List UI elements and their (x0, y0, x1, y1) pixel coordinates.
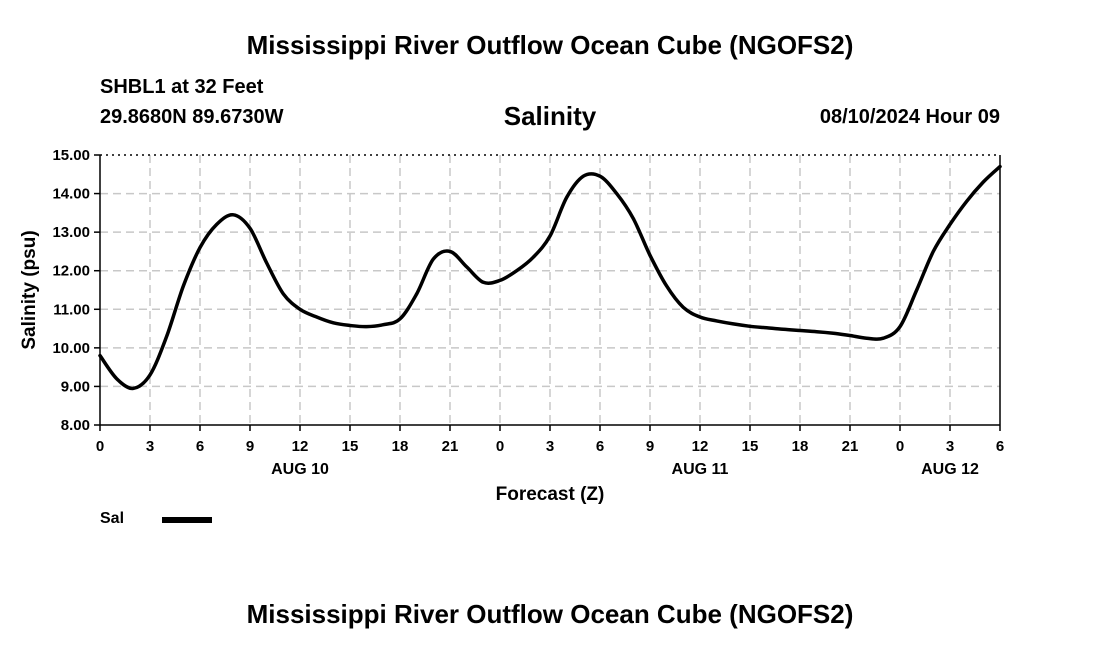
x-day-label: AUG 11 (672, 461, 729, 478)
x-tick-label: 9 (246, 438, 254, 455)
x-tick-label: 6 (596, 438, 604, 455)
footer-title: Mississippi River Outflow Ocean Cube (NG… (246, 599, 854, 629)
x-tick-label: 3 (546, 438, 554, 455)
x-tick-label: 6 (196, 438, 204, 455)
x-tick-label: 18 (792, 438, 809, 455)
legend-line-swatch (162, 517, 212, 523)
x-axis-label: Forecast (Z) (496, 484, 605, 505)
station-label: SHBL1 at 32 Feet (100, 76, 264, 98)
variable-title: Salinity (503, 101, 597, 131)
x-tick-label: 0 (896, 438, 904, 455)
x-tick-label: 0 (496, 438, 504, 455)
x-tick-label: 12 (292, 438, 309, 455)
x-tick-label: 18 (392, 438, 409, 455)
chart-title: Mississippi River Outflow Ocean Cube (NG… (246, 30, 854, 60)
y-tick-label: 11.00 (53, 301, 90, 318)
x-tick-label: 3 (946, 438, 954, 455)
forecast-datetime: 08/10/2024 Hour 09 (819, 106, 1000, 128)
x-tick-label: 15 (342, 438, 359, 455)
y-tick-label: 12.00 (52, 263, 90, 280)
series-line-sal (98, 164, 1002, 391)
x-tick-label: 6 (996, 438, 1004, 455)
y-tick-label: 9.00 (61, 378, 90, 395)
x-tick-label: 9 (646, 438, 654, 455)
coordinates-label: 29.8680N 89.6730W (100, 106, 284, 128)
y-tick-label: 13.00 (52, 224, 90, 241)
y-tick-label: 14.00 (52, 186, 90, 203)
x-day-label: AUG 12 (921, 461, 979, 478)
y-tick-label: 15.00 (52, 147, 90, 164)
legend-label: Sal (100, 510, 125, 527)
y-tick-label: 8.00 (61, 417, 90, 434)
x-tick-label: 0 (96, 438, 104, 455)
y-tick-label: 10.00 (52, 340, 90, 357)
x-tick-label: 21 (442, 438, 459, 455)
x-tick-label: 15 (742, 438, 759, 455)
x-day-label: AUG 10 (271, 461, 329, 478)
x-tick-label: 21 (842, 438, 859, 455)
y-axis-label: Salinity (psu) (19, 230, 40, 349)
x-tick-label: 3 (146, 438, 154, 455)
x-tick-label: 12 (692, 438, 709, 455)
